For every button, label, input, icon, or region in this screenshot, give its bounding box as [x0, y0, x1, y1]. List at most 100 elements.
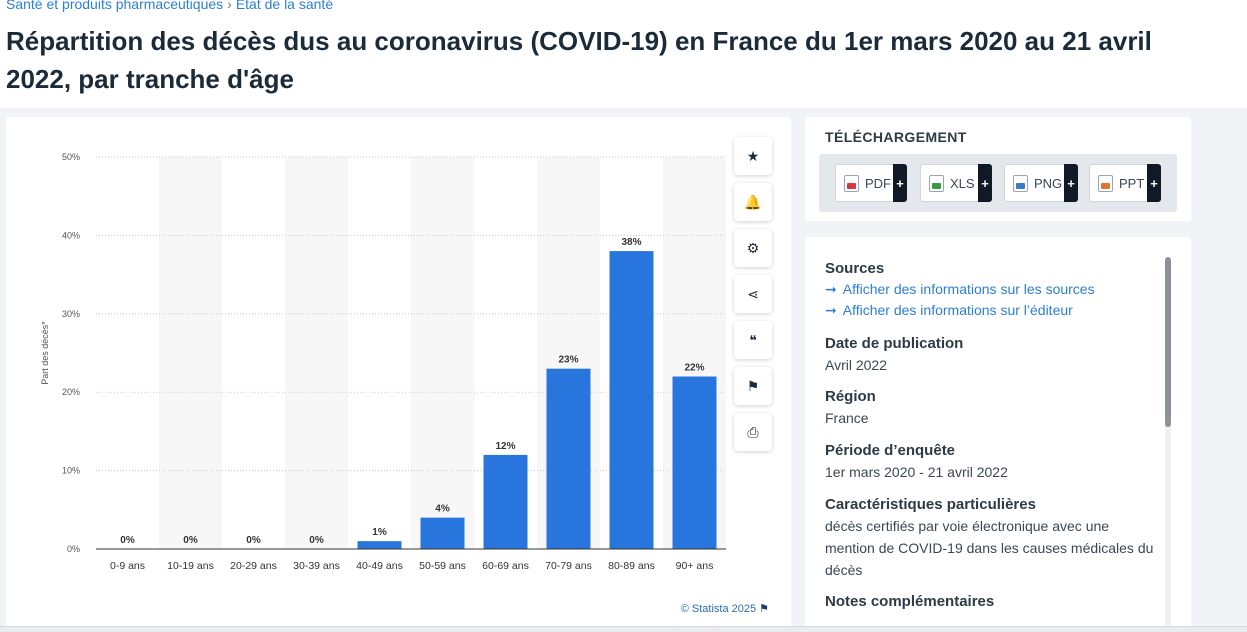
page-title: Répartition des décès dus au coronavirus… — [6, 26, 1152, 94]
chart-card: 0% 10% 20% 30% 40% 50% Part des décès* 0% 0-9 an… — [6, 117, 791, 629]
publisher-link-text[interactable]: Afficher des informations sur l’éditeur — [842, 302, 1073, 318]
details-scrollbar[interactable] — [1165, 257, 1171, 629]
print-icon: ⎙ — [747, 423, 759, 440]
x-tick-label: 80-89 ans — [608, 560, 655, 572]
cite-quote-icon: ❝ — [749, 331, 757, 348]
x-tick-label: 90+ ans — [676, 560, 714, 572]
plus-icon[interactable]: + — [1064, 164, 1078, 202]
plus-icon[interactable]: + — [893, 164, 907, 202]
y-axis-label: Part des décès* — [40, 321, 50, 385]
x-tick-label: 40-49 ans — [356, 560, 403, 572]
x-tick-label: 60-69 ans — [482, 560, 529, 572]
x-tick-label: 50-59 ans — [419, 560, 466, 572]
y-tick-label: 40% — [62, 230, 80, 240]
survey-period-heading: Période d’enquête — [825, 442, 956, 459]
xls-file-icon — [929, 174, 944, 192]
download-xls-button[interactable]: XLS + — [920, 164, 992, 202]
plus-icon[interactable]: + — [1147, 164, 1161, 202]
x-tick-label: 70-79 ans — [545, 560, 592, 572]
region-heading: Région — [825, 388, 876, 405]
data-label: 0% — [120, 535, 135, 546]
column-band — [411, 157, 474, 549]
favorite-star-button[interactable]: ★ — [734, 137, 772, 175]
additional-notes-heading: Notes complémentaires — [825, 593, 995, 610]
data-label: 23% — [558, 355, 578, 366]
survey-period-value: 1er mars 2020 - 21 avril 2022 — [825, 464, 1008, 480]
bar-chart: 0% 10% 20% 30% 40% 50% Part des décès* 0% 0-9 an… — [40, 152, 726, 572]
data-label: 0% — [309, 535, 324, 546]
sources-link[interactable]: ➞ Afficher des informations sur les sourc… — [825, 279, 1155, 300]
sources-heading: Sources — [825, 260, 885, 277]
y-tick-label: 10% — [62, 466, 80, 476]
download-ppt-button[interactable]: PPT + — [1089, 164, 1161, 202]
data-label: 4% — [435, 504, 450, 515]
notification-bell-button[interactable]: 🔔 — [734, 183, 772, 221]
x-tick-label: 0-9 ans — [110, 560, 145, 572]
settings-gear-icon: ⚙ — [746, 239, 760, 256]
language-flag-icon: ⚑ — [746, 377, 760, 394]
bar — [609, 251, 654, 549]
x-tick-label: 10-19 ans — [167, 560, 214, 572]
arrow-right-icon: ➞ — [825, 281, 837, 297]
pdf-file-icon — [844, 174, 859, 192]
arrow-right-icon: ➞ — [825, 302, 837, 318]
page-bottom-edge — [0, 626, 1247, 632]
data-label: 12% — [495, 441, 515, 452]
notification-bell-icon: 🔔 — [744, 193, 762, 210]
data-label: 38% — [621, 237, 641, 248]
column-band — [159, 157, 222, 549]
breadcrumb-separator: › — [227, 0, 232, 12]
data-label: 22% — [684, 363, 704, 374]
breadcrumb: Santé et produits pharmaceutiques › Etat d… — [6, 0, 333, 12]
credit-text[interactable]: © Statista 2025 — [680, 603, 757, 615]
special-features-value: décès certifiés par voie électronique av… — [825, 518, 1154, 578]
special-features-heading: Caractéristiques particulières — [825, 496, 1036, 513]
flag-icon: ⚑ — [759, 603, 769, 615]
png-label: PNG — [1034, 175, 1063, 191]
pdf-label: PDF — [865, 175, 891, 191]
png-file-icon — [1013, 174, 1028, 192]
bar — [357, 541, 402, 549]
publication-date-value: Avril 2022 — [825, 357, 888, 373]
bar — [420, 517, 465, 549]
y-tick-label: 30% — [62, 309, 80, 319]
x-tick-label: 30-39 ans — [293, 560, 340, 572]
breadcrumb-link-health-status[interactable]: Etat de la santé — [235, 0, 334, 12]
statista-credit[interactable]: © Statista 2025 ⚑ — [681, 602, 769, 615]
page-header: Santé et produits pharmaceutiques › Etat d… — [0, 0, 1247, 108]
bar — [483, 454, 528, 549]
details-content: Sources ➞ Afficher des informations sur l… — [825, 259, 1155, 612]
download-png-button[interactable]: PNG + — [1004, 164, 1078, 202]
data-label: 0% — [183, 535, 198, 546]
language-flag-button[interactable]: ⚑ — [734, 367, 772, 405]
bar — [546, 368, 591, 549]
breadcrumb-link-health-products[interactable]: Santé et produits pharmaceutiques — [6, 0, 224, 12]
chart-toolbar: ★ 🔔 ⚙ ⋖ ❝ ⚑ ⎙ — [734, 137, 772, 459]
y-tick-label: 50% — [62, 152, 80, 162]
y-tick-label: 0% — [67, 544, 80, 554]
bar — [672, 376, 717, 549]
download-title: TÉLÉCHARGEMENT — [825, 129, 967, 145]
scrollbar-thumb[interactable] — [1165, 257, 1171, 427]
print-button[interactable]: ⎙ — [734, 413, 772, 451]
share-button[interactable]: ⋖ — [734, 275, 772, 313]
ppt-file-icon — [1098, 174, 1113, 192]
data-label: 1% — [372, 527, 387, 538]
favorite-star-icon: ★ — [746, 147, 760, 164]
publisher-link[interactable]: ➞ Afficher des informations sur l’éditeur — [825, 300, 1155, 321]
publication-date-heading: Date de publication — [825, 335, 964, 352]
region-value: France — [825, 410, 869, 426]
x-tick-label: 20-29 ans — [230, 560, 277, 572]
download-buttons: PDF + XLS + PNG + PPT + — [819, 154, 1177, 212]
plus-icon[interactable]: + — [978, 164, 992, 202]
cite-quote-button[interactable]: ❝ — [734, 321, 772, 359]
statistic-details-panel: Sources ➞ Afficher des informations sur l… — [805, 237, 1191, 632]
sources-link-text[interactable]: Afficher des informations sur les source… — [842, 281, 1095, 297]
download-pdf-button[interactable]: PDF + — [835, 164, 907, 202]
column-band — [285, 157, 348, 549]
settings-gear-button[interactable]: ⚙ — [734, 229, 772, 267]
download-panel: TÉLÉCHARGEMENT PDF + XLS + PNG + PPT + — [805, 117, 1191, 221]
data-label: 0% — [246, 535, 261, 546]
xls-label: XLS — [950, 175, 975, 191]
y-tick-label: 20% — [62, 387, 80, 397]
